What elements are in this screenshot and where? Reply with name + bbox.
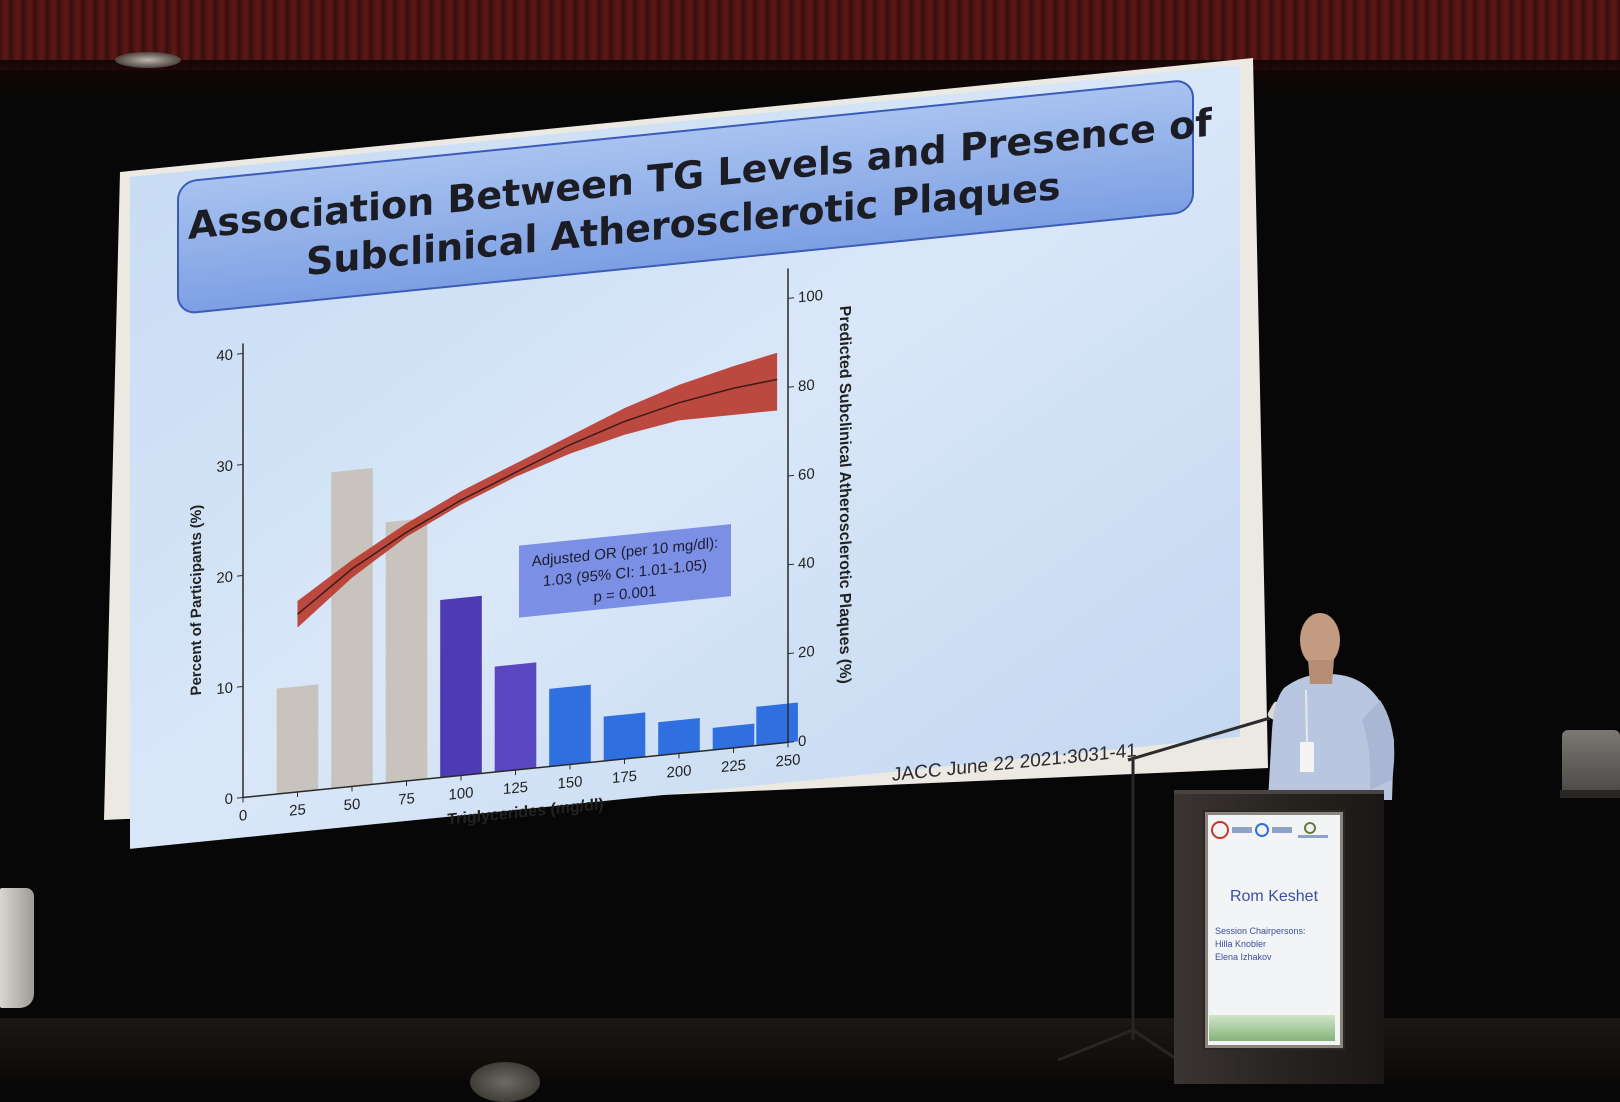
podium-footer-graphic <box>1209 1015 1335 1041</box>
histogram-bar <box>549 684 591 767</box>
tg-chart: 0 25 50 75 100 125 150 175 200 225 250010203040020… <box>188 268 854 829</box>
y2-tick <box>788 474 794 477</box>
y-tick <box>237 463 243 466</box>
speaker-neck <box>1308 660 1334 684</box>
logo-text-mark <box>1298 835 1328 838</box>
logo-text-mark <box>1272 827 1292 833</box>
y-tick <box>237 574 243 577</box>
audience-member <box>470 1062 540 1102</box>
prediction-line <box>297 378 778 615</box>
confidence-band <box>297 352 778 628</box>
y2-tick-label: 100 <box>798 287 823 306</box>
chairs-label: Session Chairpersons: <box>1215 926 1306 936</box>
y-tick-label: 0 <box>225 791 233 809</box>
emblem-icon <box>1304 822 1316 834</box>
y-tick-label: 10 <box>216 680 233 699</box>
x-tick-label: 150 <box>558 773 583 792</box>
speaker-body <box>1268 673 1394 800</box>
x-tick-label: 250 <box>776 751 801 770</box>
or-annotation-line3: p = 0.001 <box>594 583 657 606</box>
y-tick-label: 20 <box>216 569 233 588</box>
x-tick-label: 25 <box>289 801 306 820</box>
mic-boom <box>1127 716 1271 762</box>
chair-name-1: Hilla Knobler <box>1215 939 1267 949</box>
y2-tick-label: 80 <box>798 377 815 396</box>
stage-equipment <box>1562 730 1620 795</box>
side-table <box>1560 790 1620 798</box>
y2-axis-title: Predicted Subclinical Atherosclerotic Pl… <box>836 305 854 685</box>
histogram-bar <box>385 517 428 784</box>
y2-tick-label: 40 <box>798 554 815 573</box>
speaker-head <box>1300 613 1340 667</box>
y2-tick-label: 20 <box>798 643 815 662</box>
histogram-bar <box>712 723 755 751</box>
x-tick-label: 125 <box>503 779 528 798</box>
histogram-bar <box>440 595 482 778</box>
y2-tick-label: 60 <box>798 465 815 484</box>
histogram-bar <box>494 662 537 773</box>
globe-icon <box>1255 823 1269 837</box>
or-annotation-box <box>519 524 731 618</box>
histogram-bar <box>603 712 646 762</box>
speaker-badge <box>1300 742 1314 772</box>
histogram-bar <box>658 718 700 756</box>
logo-icon <box>1211 821 1229 839</box>
y2-tick <box>788 652 794 655</box>
y2-tick <box>788 563 794 566</box>
y-tick <box>237 352 243 355</box>
mic-leg-left <box>1057 1028 1134 1062</box>
y2-tick-label: 0 <box>798 733 806 751</box>
logo-text-mark <box>1232 827 1252 833</box>
y-axis-title: Percent of Participants (%) <box>188 504 205 696</box>
mic-leg-right <box>1132 1028 1176 1060</box>
title-box <box>177 80 1194 314</box>
session-chairs: Session Chairpersons: Hilla Knobler Elen… <box>1215 925 1340 964</box>
x-tick-label: 75 <box>398 790 415 809</box>
sponsor-logos <box>1211 821 1328 839</box>
x-tick-label: 0 <box>239 807 247 825</box>
y2-tick <box>788 741 794 743</box>
speaker-name: Rom Keshet <box>1229 888 1319 905</box>
histogram-bar <box>331 467 373 789</box>
speaker-arm <box>1362 700 1395 790</box>
y2-tick <box>788 386 794 388</box>
ceiling-lamp <box>115 52 181 68</box>
curtain-shadow <box>0 60 1620 100</box>
chair-name-2: Elena Izhakov <box>1215 952 1272 962</box>
y-tick <box>237 796 243 799</box>
histogram-bar <box>276 684 319 795</box>
speaker-lanyard <box>1305 689 1308 743</box>
y2-tick <box>788 297 794 299</box>
podium-sign <box>1205 812 1343 1048</box>
x-tick-label: 175 <box>612 768 637 787</box>
x-tick-label: 200 <box>667 762 692 781</box>
y-tick <box>237 685 243 688</box>
x-tick-label: 100 <box>449 784 474 803</box>
y-tick-label: 40 <box>216 347 233 366</box>
stage-curtain <box>0 0 1620 70</box>
x-tick-label: 50 <box>344 796 361 815</box>
stage-prop-left <box>0 888 34 1008</box>
x-tick-label: 225 <box>721 757 746 776</box>
y-tick-label: 30 <box>216 458 233 477</box>
